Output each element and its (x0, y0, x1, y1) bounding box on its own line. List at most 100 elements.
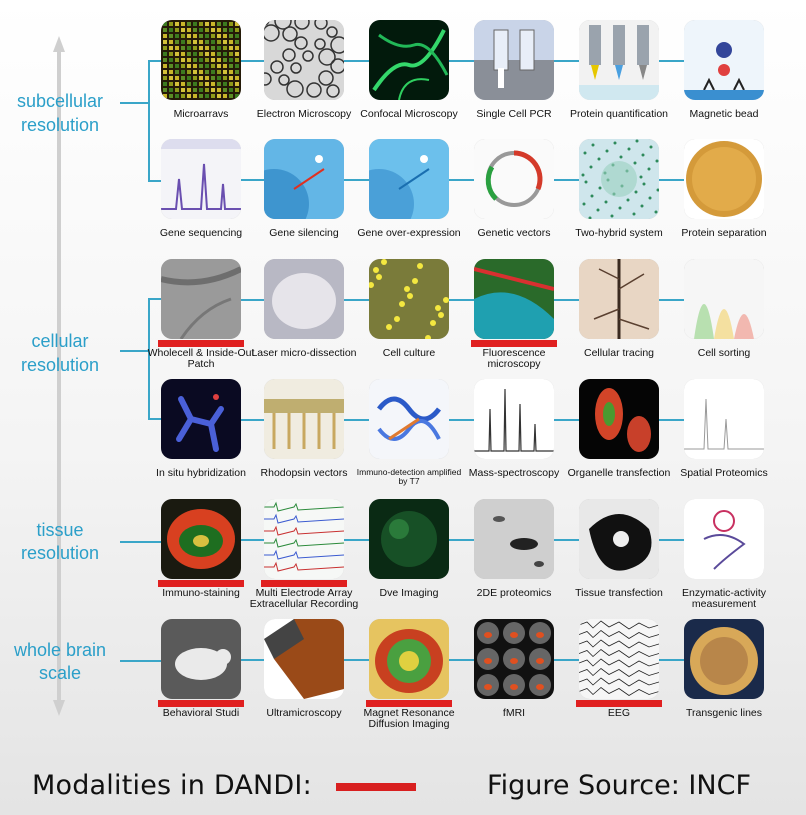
scale-label-subcellular: resolution (20, 115, 100, 135)
connector-line (554, 659, 579, 661)
connector-line (241, 419, 264, 421)
connector-line (554, 539, 579, 541)
mass-spec-icon (474, 379, 554, 459)
modality-label: Dve Imaging (379, 587, 439, 599)
scale-label-whole-brain: whole brain (13, 640, 107, 660)
modality-label: Protein separation (681, 227, 767, 239)
connector-line (659, 419, 684, 421)
cell-culture-icon (369, 259, 449, 339)
modality-label: Fluorescence microscopy (482, 347, 546, 370)
tracing-icon (579, 259, 659, 339)
scale-label-tissue: tissue (36, 520, 84, 540)
connector-line (659, 60, 684, 62)
electron-microscopy-icon (264, 20, 344, 100)
connector-line (659, 179, 684, 181)
modality-label: Immuno-staining (162, 587, 240, 599)
scale-label-whole-brain: scale (38, 663, 82, 683)
dandi-marker (366, 700, 452, 707)
connector-line (659, 299, 684, 301)
modality-label: Rhodopsin vectors (260, 467, 348, 479)
modality-label: Enzymatic-activity measurement (681, 587, 766, 610)
scale-label-subcellular: subcellular (16, 91, 104, 111)
dandi-marker (158, 700, 244, 707)
modality-label: 2DE proteomics (476, 587, 552, 599)
dandi-legend-marker (336, 783, 416, 791)
eeg-icon (579, 619, 659, 699)
microdissection-icon (264, 259, 344, 339)
connector-line (449, 419, 474, 421)
in-situ-icon (161, 379, 241, 459)
connector-line (449, 179, 474, 181)
plasmid-icon (474, 139, 554, 219)
connector-line (148, 298, 150, 420)
connector-line (241, 539, 264, 541)
connector-line (554, 299, 579, 301)
modality-label: In situ hybridization (156, 467, 246, 479)
2de-gel-icon (474, 499, 554, 579)
modality-label: Protein quantification (569, 108, 669, 120)
modality-label: Microarravs (173, 108, 229, 120)
modality-label: Ultramicroscopy (266, 707, 342, 719)
modality-label: EEG (607, 707, 631, 719)
connector-line (148, 180, 162, 182)
modality-label: Behavioral Studi (162, 707, 240, 719)
modality-label: Magnetic bead (689, 108, 759, 120)
immunostaining-icon (161, 499, 241, 579)
mouse-icon (684, 619, 764, 699)
confocal-icon (369, 20, 449, 100)
connector-line (344, 179, 369, 181)
scale-label-cellular: cellular (31, 331, 89, 351)
modality-label: Electron Microscopy (256, 108, 352, 120)
connector-line (659, 659, 684, 661)
modality-label: Wholecell & Inside-Out Patch (147, 347, 255, 370)
fluorescence-icon (474, 259, 554, 339)
connector-line (344, 60, 369, 62)
connector-line (241, 299, 264, 301)
dandi-marker (576, 700, 662, 707)
connector-line (344, 419, 369, 421)
rhodopsin-icon (264, 379, 344, 459)
modality-label: Spatial Proteomics (680, 467, 768, 479)
modality-label: Multi Electrode Array Extracellular Reco… (249, 587, 359, 610)
organelle-icon (579, 379, 659, 459)
connector-line (344, 659, 369, 661)
modality-label: Cellular tracing (583, 347, 655, 359)
modality-label: Genetic vectors (477, 227, 551, 239)
fmri-icon (474, 619, 554, 699)
modality-label: Immuno-detection amplified by T7 (356, 467, 462, 486)
modality-label: Mass-spectroscopy (468, 467, 560, 479)
dandi-legend-text: Modalities in DANDI: (32, 770, 312, 801)
connector-line (120, 541, 162, 543)
silencing-icon (264, 139, 344, 219)
tissue-transfection-icon (579, 499, 659, 579)
scale-label-tissue: resolution (20, 543, 100, 563)
figure-source: Figure Source: INCF (487, 770, 751, 801)
gel-plate-icon (684, 139, 764, 219)
modality-label: Transgenic lines (685, 707, 763, 719)
dandi-marker (261, 580, 347, 587)
connector-line (241, 179, 264, 181)
electrode-array-icon (264, 499, 344, 579)
connector-line (344, 539, 369, 541)
modality-label: Single Cell PCR (476, 108, 552, 120)
connector-line (148, 60, 162, 62)
connector-line (344, 299, 369, 301)
connector-line (241, 659, 264, 661)
modality-label: Gene silencing (269, 227, 339, 239)
sorting-icon (684, 259, 764, 339)
modality-label: Tissue transfection (575, 587, 663, 599)
rat-icon (161, 619, 241, 699)
modality-label: Gene over-expression (357, 227, 461, 239)
connector-line (554, 419, 579, 421)
modality-label: Confocal Microscopy (360, 108, 458, 120)
modality-label: Cell sorting (697, 347, 751, 359)
modality-label: Cell culture (382, 347, 436, 359)
connector-line (449, 60, 474, 62)
connector-line (449, 539, 474, 541)
dandi-marker (471, 340, 557, 347)
connector-line (449, 659, 474, 661)
connector-line (148, 418, 162, 420)
connector-line (120, 102, 150, 104)
magnetic-bead-icon (684, 20, 764, 100)
dandi-marker (158, 580, 244, 587)
